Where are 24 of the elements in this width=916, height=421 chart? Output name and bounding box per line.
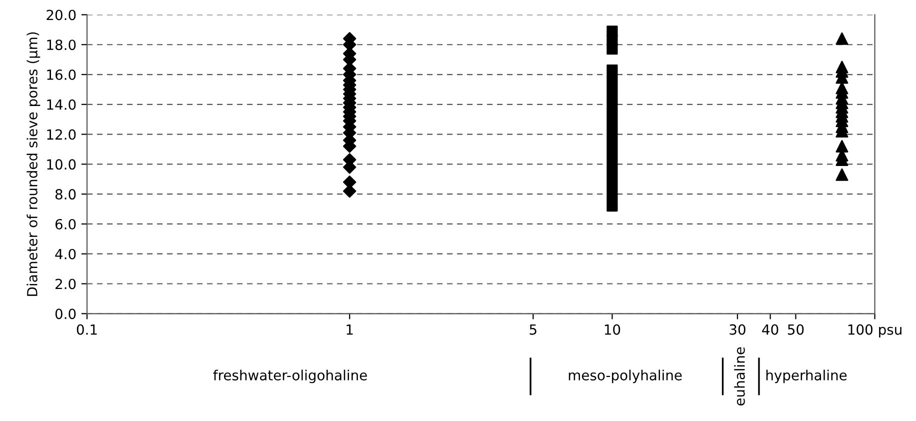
text: meso-polyhaline — [568, 370, 682, 384]
x-tick-label: 1 — [346, 324, 353, 335]
y-tick-label: 4.0 — [55, 248, 76, 260]
y-tick-label: 20.0 — [46, 10, 76, 20]
y-tick-label: 0.0 — [55, 308, 76, 320]
text: euhaline — [734, 347, 745, 406]
y-tick-label: 16.0 — [47, 69, 76, 80]
text: freshwater-oligohaline — [213, 370, 367, 384]
text: hyperhaline — [766, 370, 847, 384]
y-tick-label: 6.0 — [55, 218, 76, 230]
y-tick-label: 10.0 — [47, 159, 76, 170]
x-tick-label: 40 — [762, 324, 778, 335]
x-tick-label: 100 psu — [848, 324, 902, 338]
y-tick-label: 2.0 — [56, 278, 76, 290]
y-tick-label: 12.0 — [47, 129, 76, 140]
y-axis-title: Diameter of rounded sieve pores (µm) — [26, 32, 40, 296]
x-tick-label: 30 — [730, 324, 746, 335]
x-tick-label: 0.1 — [76, 324, 97, 335]
x-tick-label: 10 — [604, 324, 620, 335]
x-tick-label: 5 — [530, 324, 536, 335]
y-tick-label: 18.0 — [47, 40, 76, 50]
x-tick-label: 50 — [788, 324, 804, 335]
y-tick-label: 8.0 — [55, 189, 76, 200]
y-tick-label: 14.0 — [47, 99, 76, 110]
